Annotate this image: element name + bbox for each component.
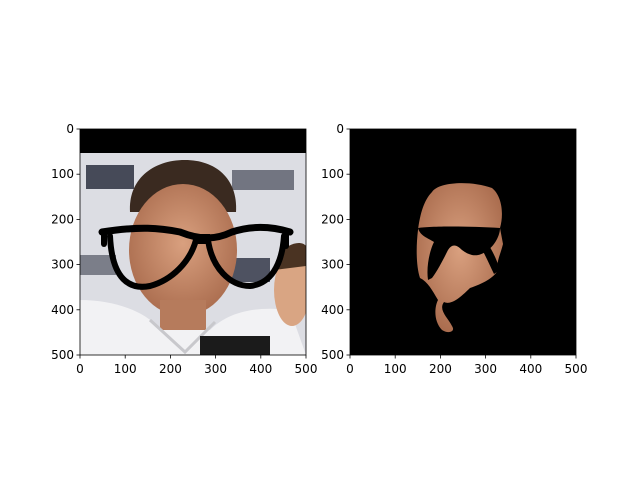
- right-y-tick-label: 500: [321, 348, 344, 362]
- glasses-lens-right: [205, 233, 287, 290]
- top-black-bar: [80, 129, 306, 153]
- right-y-tick-label: 0: [336, 122, 344, 136]
- left-x-tick-label: 300: [204, 362, 227, 376]
- right-x-tick-label: 200: [429, 362, 452, 376]
- right-y-tick-label: 300: [321, 258, 344, 272]
- left-y-tick-label: 100: [51, 167, 74, 181]
- left-x-tick-label: 200: [159, 362, 182, 376]
- face: [129, 184, 237, 316]
- left-axes-frame: [79, 128, 307, 356]
- left-x-tick-label: 100: [114, 362, 137, 376]
- backdrop-logo-left: [86, 165, 134, 189]
- left-y-tick-label: 300: [51, 258, 74, 272]
- backdrop-logo-mid: [80, 255, 116, 275]
- right-y-tick-label: 400: [321, 303, 344, 317]
- left-image: [80, 129, 306, 355]
- right-x-ticks: 0 100 200 300 400 500: [346, 355, 587, 376]
- left-x-tick-label: 0: [76, 362, 84, 376]
- glasses-bridge-fill: [196, 234, 210, 244]
- dark-object: [200, 336, 270, 355]
- face-mask-region: [416, 183, 503, 333]
- left-y-tick-label: 400: [51, 303, 74, 317]
- left-x-tick-label: 500: [295, 362, 318, 376]
- left-x-tick-label: 400: [249, 362, 272, 376]
- shirt-collar-shadow: [148, 318, 217, 355]
- second-person-hair: [274, 243, 306, 270]
- glasses-cutout: [418, 226, 500, 280]
- right-image: [350, 129, 576, 355]
- left-panel: 0 100 200 300 400 500 0 100 200 300 400 500: [51, 122, 317, 376]
- glasses-cutout-right: [480, 244, 500, 274]
- left-y-tick-label: 0: [66, 122, 74, 136]
- left-y-ticks: 0 100 200 300 400 500: [51, 122, 80, 362]
- right-x-tick-label: 0: [346, 362, 354, 376]
- right-y-ticks: 0 100 200 300 400 500: [321, 122, 350, 362]
- backdrop-logo-right: [232, 170, 294, 190]
- left-y-tick-label: 500: [51, 348, 74, 362]
- right-x-tick-label: 100: [384, 362, 407, 376]
- right-x-tick-label: 300: [474, 362, 497, 376]
- second-person-face: [274, 254, 306, 326]
- right-axes-frame: [349, 128, 577, 356]
- right-panel: 0 100 200 300 400 500 0 100 200 300 400 500: [321, 122, 587, 376]
- glasses-lens-left: [107, 233, 199, 290]
- right-y-tick-label: 100: [321, 167, 344, 181]
- right-x-tick-label: 500: [565, 362, 588, 376]
- neck: [160, 300, 206, 330]
- right-x-tick-label: 400: [519, 362, 542, 376]
- left-x-ticks: 0 100 200 300 400 500: [76, 355, 317, 376]
- right-y-tick-label: 200: [321, 212, 344, 226]
- left-y-tick-label: 200: [51, 212, 74, 226]
